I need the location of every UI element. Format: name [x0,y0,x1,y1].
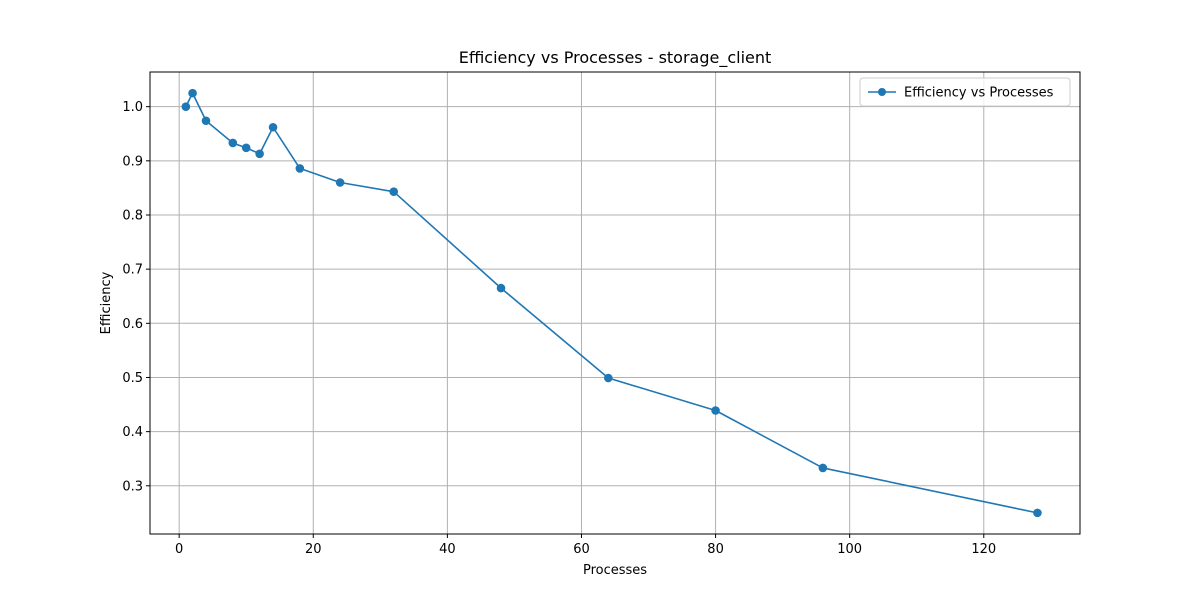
y-tick-label: 1.0 [122,100,143,115]
data-point [818,463,828,473]
grid-layer [150,72,1080,534]
tick-layer: 0 20 40 60 80 100 120 0.3 0.4 0.5 0.6 0.7 0.8 0.9 1.0 [122,100,996,557]
data-point [181,102,191,111]
chart-title: Efficiency vs Processes - storage_client [459,48,772,68]
data-point [711,406,720,415]
y-tick-label: 0.7 [122,263,143,278]
y-tick-label: 0.9 [122,154,143,169]
y-axis-label: Efficiency [99,271,114,334]
x-tick-label: 80 [707,542,724,557]
y-tick-label: 0.3 [122,479,143,494]
data-point [603,373,613,383]
data-point [255,149,264,159]
y-tick-label: 0.6 [122,317,143,332]
data-point [295,164,305,173]
x-axis-label: Processes [583,563,647,578]
data-point [188,88,197,98]
legend: Efficiency vs Processes [859,77,1071,107]
x-tick-label: 0 [175,542,183,557]
legend-marker-swatch [878,88,886,96]
x-tick-label: 60 [573,542,590,557]
legend-label: Efficiency vs Processes [904,86,1054,101]
data-point [389,187,399,196]
x-tick-label: 20 [305,542,322,557]
legend-box [859,77,1071,107]
data-point [496,283,506,293]
y-tick-label: 0.8 [122,208,143,223]
data-point [201,116,211,126]
data-point [268,122,278,132]
x-tick-label: 40 [439,542,456,557]
y-tick-label: 0.4 [122,425,143,440]
series-point-layer [181,88,1042,518]
plot-frame [149,71,1081,535]
data-point [1033,508,1042,518]
y-tick-label: 0.5 [122,371,143,386]
x-tick-label: 100 [837,542,862,557]
data-point [335,178,345,187]
x-tick-label: 120 [971,542,996,557]
data-point [241,143,251,153]
data-point [228,138,238,148]
